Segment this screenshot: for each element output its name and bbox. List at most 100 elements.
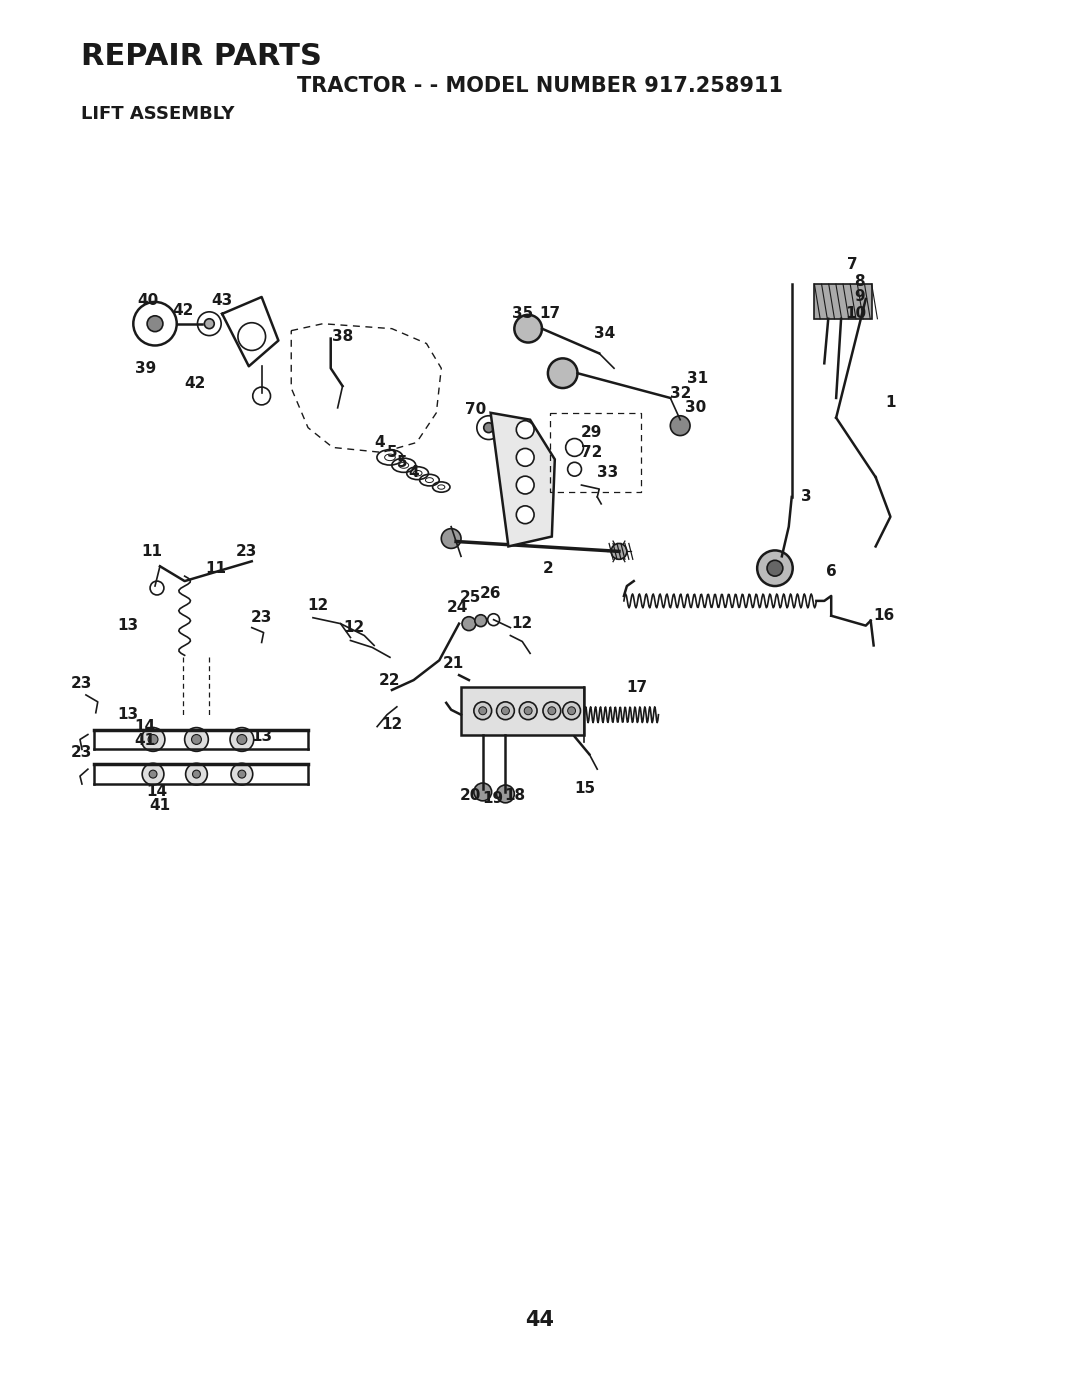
Text: 20: 20: [460, 788, 482, 803]
Text: 14: 14: [147, 784, 167, 799]
Text: 1: 1: [886, 396, 895, 410]
Circle shape: [231, 763, 253, 785]
Circle shape: [462, 617, 476, 631]
Circle shape: [671, 415, 690, 436]
Bar: [814, 285, 872, 319]
Text: 30: 30: [686, 400, 706, 415]
Text: 11: 11: [205, 561, 227, 576]
Text: 13: 13: [251, 729, 272, 744]
Circle shape: [757, 550, 793, 586]
Circle shape: [185, 727, 208, 751]
Circle shape: [191, 734, 201, 744]
Text: 11: 11: [141, 544, 163, 558]
Text: 70: 70: [465, 403, 486, 418]
Text: 14: 14: [135, 719, 156, 734]
Bar: [461, 688, 584, 734]
Text: 31: 31: [687, 371, 708, 385]
Text: 12: 12: [512, 616, 532, 631]
Text: 4: 4: [375, 434, 386, 450]
Text: 12: 12: [381, 718, 403, 732]
Text: 5: 5: [387, 446, 397, 459]
Circle shape: [497, 785, 514, 803]
Text: 6: 6: [826, 564, 837, 579]
Text: 21: 21: [443, 656, 463, 671]
Text: 16: 16: [873, 608, 894, 623]
Circle shape: [516, 506, 535, 524]
Circle shape: [524, 707, 532, 715]
Text: 4: 4: [408, 465, 419, 480]
Circle shape: [204, 319, 214, 329]
Text: 29: 29: [581, 425, 602, 440]
Circle shape: [147, 316, 163, 331]
Text: 23: 23: [237, 544, 257, 558]
Text: 23: 23: [251, 610, 272, 626]
Circle shape: [474, 701, 491, 719]
Text: REPAIR PARTS: REPAIR PARTS: [81, 43, 322, 72]
Text: 25: 25: [460, 590, 482, 605]
Circle shape: [548, 359, 578, 388]
Text: 19: 19: [482, 792, 503, 806]
Text: LIFT ASSEMBLY: LIFT ASSEMBLY: [81, 104, 234, 122]
Circle shape: [519, 701, 537, 719]
Text: 32: 32: [671, 385, 692, 400]
Circle shape: [475, 615, 487, 627]
Circle shape: [568, 707, 576, 715]
Text: 42: 42: [172, 304, 193, 319]
Text: 7: 7: [847, 257, 858, 272]
Text: 23: 23: [70, 675, 92, 690]
Circle shape: [543, 701, 561, 719]
Circle shape: [474, 782, 491, 800]
Text: 44: 44: [526, 1310, 554, 1331]
Text: 35: 35: [512, 307, 532, 322]
Text: 43: 43: [212, 293, 233, 308]
Text: 13: 13: [117, 707, 138, 722]
Circle shape: [442, 528, 461, 549]
Circle shape: [767, 560, 783, 576]
Text: 17: 17: [539, 307, 561, 322]
Circle shape: [563, 701, 580, 719]
Text: 22: 22: [379, 672, 401, 688]
Text: 17: 17: [626, 679, 647, 694]
Circle shape: [611, 543, 626, 560]
Text: 39: 39: [135, 360, 156, 375]
Text: 42: 42: [184, 375, 205, 390]
Text: 41: 41: [135, 733, 156, 748]
Circle shape: [548, 707, 556, 715]
Circle shape: [497, 701, 514, 719]
Text: 34: 34: [594, 326, 615, 341]
Text: 8: 8: [854, 274, 865, 289]
Text: 24: 24: [446, 601, 468, 616]
Text: 26: 26: [480, 587, 501, 601]
Circle shape: [516, 421, 535, 439]
Text: 33: 33: [596, 465, 618, 480]
Circle shape: [514, 315, 542, 342]
Circle shape: [230, 727, 254, 751]
Polygon shape: [490, 412, 555, 546]
Text: 12: 12: [308, 598, 328, 613]
Circle shape: [238, 770, 246, 778]
Text: 41: 41: [149, 799, 171, 813]
Circle shape: [484, 422, 494, 433]
Text: 5: 5: [396, 455, 407, 470]
Circle shape: [501, 707, 510, 715]
Text: 72: 72: [581, 446, 602, 459]
Circle shape: [516, 448, 535, 466]
Text: 12: 12: [343, 620, 365, 635]
Circle shape: [478, 707, 487, 715]
Circle shape: [149, 770, 157, 778]
Text: 15: 15: [573, 781, 595, 796]
Text: 10: 10: [846, 307, 866, 322]
Text: 40: 40: [137, 293, 159, 308]
Circle shape: [192, 770, 201, 778]
Circle shape: [141, 727, 165, 751]
Text: 38: 38: [332, 329, 353, 344]
Circle shape: [143, 763, 164, 785]
Text: 18: 18: [504, 788, 526, 803]
Text: 23: 23: [70, 745, 92, 760]
Text: 13: 13: [117, 619, 138, 632]
Text: 9: 9: [854, 290, 865, 304]
Circle shape: [516, 476, 535, 494]
Text: TRACTOR - - MODEL NUMBER 917.258911: TRACTOR - - MODEL NUMBER 917.258911: [297, 76, 783, 96]
Circle shape: [186, 763, 207, 785]
Circle shape: [237, 734, 247, 744]
